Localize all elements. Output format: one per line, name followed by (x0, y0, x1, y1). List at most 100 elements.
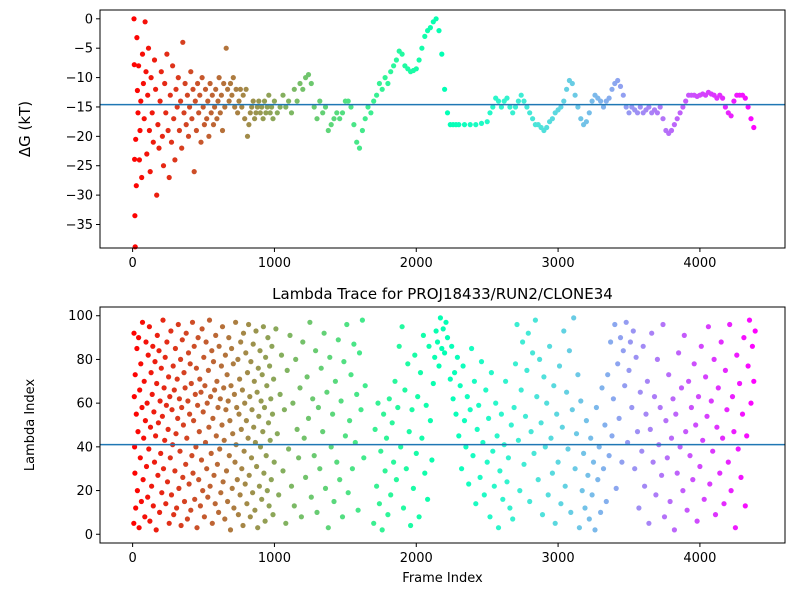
data-point (155, 420, 161, 426)
data-point (742, 95, 748, 101)
data-point (416, 57, 422, 63)
data-point (168, 139, 175, 145)
data-point (422, 470, 428, 476)
data-point (158, 365, 164, 371)
data-point (449, 343, 455, 349)
data-point (660, 321, 666, 328)
data-point (521, 461, 527, 467)
data-point (162, 354, 168, 360)
data-point (213, 433, 219, 439)
data-point (176, 485, 182, 491)
data-point (251, 424, 257, 430)
data-point (222, 516, 228, 522)
data-point (415, 394, 421, 400)
data-point (160, 466, 167, 472)
data-point (296, 455, 302, 461)
data-point (399, 51, 405, 57)
data-point (613, 485, 619, 491)
data-point (143, 69, 149, 75)
data-point (145, 92, 151, 98)
data-point (683, 429, 689, 435)
data-point (178, 356, 184, 362)
data-point (168, 328, 174, 334)
data-point (177, 448, 183, 454)
data-point (623, 319, 629, 325)
data-point (183, 122, 189, 128)
data-point (344, 321, 350, 328)
data-point (133, 183, 139, 189)
data-point (180, 422, 186, 428)
data-point (158, 450, 164, 456)
data-point (422, 33, 428, 40)
data-point (727, 321, 733, 328)
data-point (439, 345, 445, 352)
data-point (637, 389, 643, 395)
data-point (352, 439, 358, 446)
data-point (229, 485, 235, 491)
data-point (598, 509, 604, 515)
data-point (403, 466, 409, 472)
data-point (583, 119, 590, 125)
data-point (405, 361, 411, 367)
data-point (135, 429, 141, 435)
data-point (234, 477, 240, 483)
data-point (416, 514, 422, 520)
data-point (671, 527, 678, 533)
data-point (209, 92, 215, 98)
data-point (261, 98, 268, 104)
y-tick-label: −5 (74, 42, 93, 57)
data-point (495, 525, 502, 531)
lambda-y-ticks: 0 20 40 60 80 100 (68, 309, 100, 543)
data-point (211, 472, 217, 478)
data-point (238, 426, 244, 432)
data-point (217, 396, 223, 402)
data-point (427, 418, 433, 424)
data-point (180, 474, 186, 480)
data-point (181, 498, 188, 505)
data-point (213, 86, 219, 92)
data-point (172, 345, 178, 352)
data-point (374, 92, 380, 98)
data-point (456, 122, 462, 128)
data-point (283, 520, 289, 526)
data-point (660, 116, 666, 122)
data-point (266, 503, 272, 509)
data-point (286, 98, 292, 104)
data-point (646, 520, 652, 526)
data-point (158, 69, 164, 75)
data-point (320, 110, 326, 116)
data-point (222, 352, 228, 358)
data-point (609, 86, 615, 92)
data-point (271, 98, 277, 104)
data-point (637, 104, 643, 110)
data-point (276, 492, 282, 498)
data-point (202, 439, 209, 446)
data-point (208, 450, 214, 456)
data-point (690, 477, 696, 483)
data-point (283, 104, 289, 110)
data-point (238, 339, 244, 345)
x-tick-label: 2000 (400, 551, 433, 566)
data-point (459, 466, 465, 472)
data-point (715, 385, 721, 391)
data-point (212, 387, 218, 393)
data-point (559, 424, 565, 430)
data-point (132, 213, 138, 219)
data-point (136, 525, 142, 531)
data-point (235, 511, 241, 518)
data-point (159, 490, 165, 496)
data-point (714, 424, 720, 430)
data-point (508, 422, 514, 428)
data-point (249, 104, 255, 110)
data-point (636, 505, 642, 511)
data-point (184, 516, 190, 522)
data-point (202, 86, 209, 92)
data-point (348, 372, 354, 378)
data-point (317, 466, 323, 472)
data-point (497, 468, 503, 474)
data-point (198, 139, 204, 145)
data-point (233, 319, 239, 325)
data-point (573, 431, 580, 437)
data-point (215, 404, 221, 411)
data-point (393, 57, 399, 63)
